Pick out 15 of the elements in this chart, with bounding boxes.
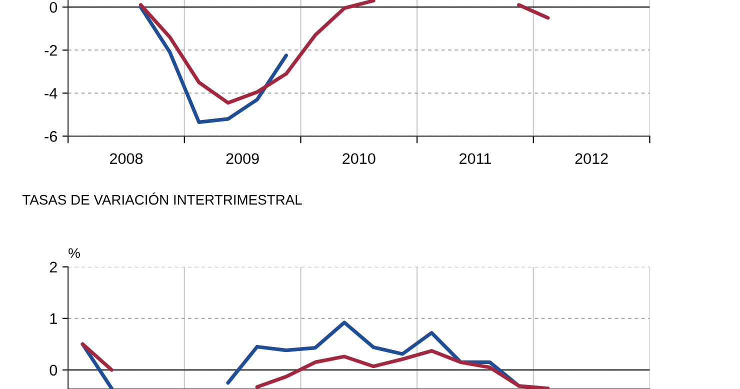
y-tick-label: -4: [44, 88, 58, 99]
x-tick-label: 2012: [575, 153, 608, 164]
line-series: [138, 5, 288, 124]
x-tick-label: 2008: [110, 153, 143, 164]
y-tick-label: -2: [44, 44, 57, 56]
chart-title: TASAS DE VARIACIÓN INTERTRIMESTRAL: [22, 192, 302, 205]
y-tick-label: 0: [50, 2, 58, 13]
y-tick-label: 1: [50, 313, 57, 324]
y-tick-label: 2: [50, 262, 57, 272]
y-axis-title: %: [68, 248, 80, 258]
x-tick-label: 2010: [342, 153, 376, 164]
x-tick-label: 2009: [226, 153, 259, 164]
y-tick-label: -6: [44, 131, 57, 142]
y-tick-label: 0: [50, 364, 58, 376]
x-tick-label: 2011: [460, 153, 491, 164]
